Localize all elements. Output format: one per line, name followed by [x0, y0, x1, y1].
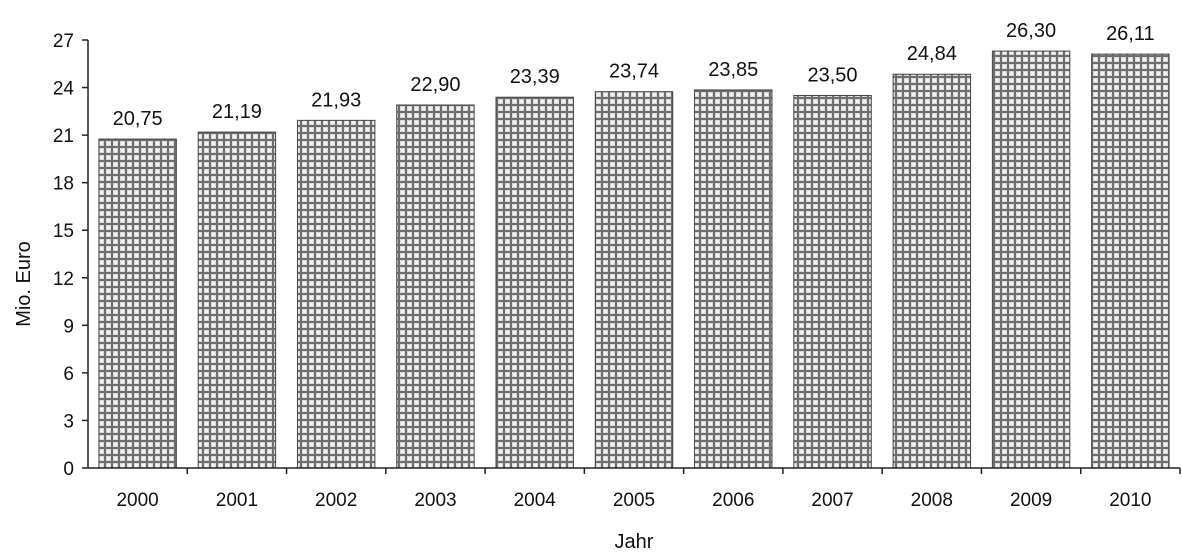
- bar-2010: [1091, 53, 1170, 469]
- y-axis-ticks: 0 3 6 9 12 15 18 21 24 27: [53, 31, 88, 480]
- data-label-2006: 23,85: [708, 59, 758, 81]
- x-tick-label: 2001: [216, 490, 258, 511]
- y-tick-label: 24: [53, 79, 75, 100]
- bar-2005: [594, 91, 674, 469]
- data-label-2007: 23,50: [808, 64, 858, 86]
- bar-2004: [495, 96, 574, 469]
- bar-2007: [793, 94, 872, 469]
- x-tick-label: 2007: [811, 490, 853, 511]
- data-label-2008: 24,84: [907, 43, 957, 65]
- y-tick-label: 27: [53, 31, 74, 52]
- bar-2000: [98, 138, 177, 469]
- data-label-2010: 26,11: [1106, 23, 1155, 45]
- y-tick-label: 6: [63, 364, 74, 385]
- x-tick-label: 2004: [514, 490, 557, 511]
- x-tick-label: 2000: [116, 490, 158, 511]
- x-axis-title: Jahr: [615, 531, 654, 553]
- bar-2006: [694, 89, 773, 469]
- y-tick-label: 18: [53, 174, 74, 195]
- data-label-2003: 22,90: [410, 74, 460, 96]
- y-tick-label: 15: [53, 221, 74, 242]
- x-tick-label: 2005: [613, 490, 655, 511]
- y-tick-label: 21: [53, 126, 74, 147]
- bar-2008: [892, 73, 972, 469]
- data-labels: 20,75 21,19 21,93 22,90 23,39 23,74 23,85 23,50…: [113, 20, 1155, 130]
- y-tick-label: 3: [63, 411, 74, 432]
- data-label-2000: 20,75: [113, 108, 163, 130]
- bar-2001: [197, 131, 277, 469]
- bar-2003: [396, 104, 475, 469]
- y-tick-label: 0: [63, 459, 74, 480]
- data-label-2009: 26,30: [1006, 20, 1056, 42]
- y-tick-label: 12: [53, 269, 74, 290]
- data-label-2004: 23,39: [510, 66, 560, 88]
- data-label-2002: 21,93: [311, 89, 361, 111]
- x-tick-label: 2009: [1010, 490, 1052, 511]
- bar-2009: [991, 50, 1071, 469]
- y-axis-title: Mio. Euro: [13, 241, 35, 327]
- x-tick-label: 2008: [911, 490, 953, 511]
- bars: [98, 50, 1170, 469]
- x-tick-label: 2002: [315, 490, 357, 511]
- data-label-2001: 21,19: [212, 101, 262, 123]
- x-tick-label: 2003: [414, 490, 456, 511]
- y-tick-label: 9: [63, 316, 74, 337]
- x-axis-ticks: 2000 2001 2002 2003 2004 2005 2006 2007 2008 2009…: [116, 468, 1181, 511]
- x-tick-label: 2006: [712, 490, 754, 511]
- x-tick-label: 2010: [1109, 490, 1151, 511]
- data-label-2005: 23,74: [609, 61, 659, 83]
- bar-2002: [296, 119, 376, 469]
